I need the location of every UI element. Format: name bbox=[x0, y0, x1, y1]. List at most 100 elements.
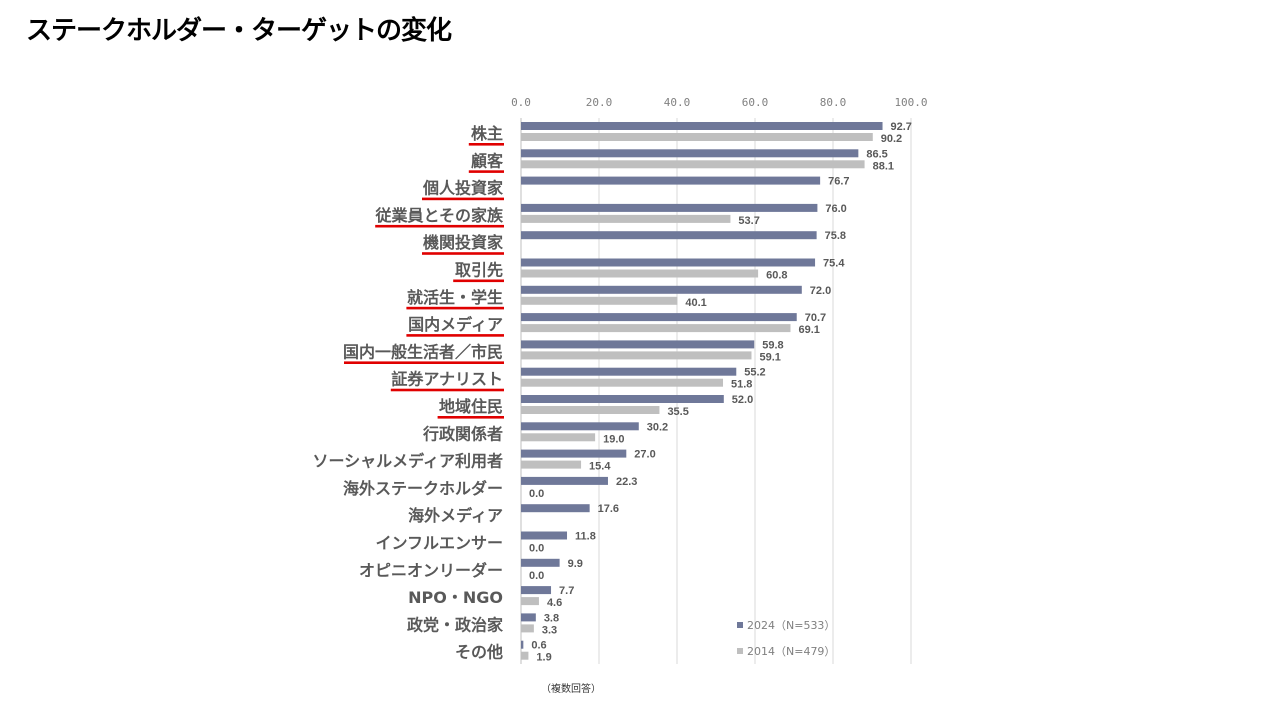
bar-2024 bbox=[521, 558, 560, 567]
data-label-2024: 55.2 bbox=[744, 367, 765, 379]
bar-2024 bbox=[521, 395, 724, 403]
highlight-underline bbox=[406, 306, 504, 310]
legend-label: 2024（N=533） bbox=[747, 619, 835, 632]
bar-2024 bbox=[521, 476, 608, 485]
highlight-underline bbox=[406, 334, 504, 337]
data-label-2024: 86.5 bbox=[866, 148, 887, 160]
bar-2024 bbox=[521, 313, 797, 322]
bar-2024 bbox=[521, 176, 821, 185]
data-label-2014: 1.9 bbox=[536, 652, 551, 664]
bar-2014 bbox=[521, 624, 534, 633]
data-label-2024: 3.8 bbox=[544, 612, 559, 624]
x-tick-label: 40.0 bbox=[664, 96, 691, 109]
category-label: その他 bbox=[455, 643, 503, 662]
category-label: 証券アナリスト bbox=[391, 370, 503, 389]
bar-2024 bbox=[521, 203, 818, 212]
data-label-2014: 90.2 bbox=[881, 133, 902, 145]
highlight-underline bbox=[437, 416, 504, 419]
data-label-2014: 0.0 bbox=[529, 543, 544, 555]
data-label-2024: 70.7 bbox=[805, 312, 826, 324]
data-label-2014: 4.6 bbox=[547, 597, 562, 609]
bar-2014 bbox=[521, 324, 791, 333]
category-label: 行政関係者 bbox=[422, 424, 503, 443]
highlight-underline bbox=[375, 224, 504, 228]
category-label: 国内メディア bbox=[408, 315, 503, 334]
data-label-2014: 88.1 bbox=[873, 160, 894, 172]
data-label-2014: 15.4 bbox=[589, 461, 611, 473]
bar-2014 bbox=[521, 296, 678, 305]
bar-2024 bbox=[521, 504, 590, 513]
bar-2024 bbox=[521, 531, 568, 540]
category-label: ソーシャルメディア利用者 bbox=[312, 452, 503, 471]
category-label: 個人投資家 bbox=[422, 179, 504, 198]
data-label-2024: 92.7 bbox=[891, 121, 912, 133]
bar-2024 bbox=[521, 258, 816, 267]
highlight-underline bbox=[453, 279, 504, 283]
category-label: 政党・政治家 bbox=[407, 615, 504, 634]
category-label: 機関投資家 bbox=[423, 233, 504, 252]
data-label-2024: 0.6 bbox=[531, 640, 546, 652]
bar-2024 bbox=[521, 122, 883, 130]
category-label: 国内一般生活者／市民 bbox=[343, 342, 503, 361]
bar-2014 bbox=[521, 133, 873, 141]
legend-swatch bbox=[737, 648, 743, 654]
bar-2014 bbox=[521, 406, 660, 414]
data-label-2024: 76.7 bbox=[828, 176, 849, 188]
bar-2024 bbox=[521, 367, 737, 376]
highlight-underline bbox=[422, 197, 504, 201]
bar-2014 bbox=[521, 651, 529, 660]
highlight-underline bbox=[468, 170, 504, 173]
data-label-2014: 19.0 bbox=[603, 433, 624, 445]
multiple-answer-note: （複数回答） bbox=[541, 684, 601, 695]
highlight-underline bbox=[344, 361, 504, 364]
data-label-2024: 52.0 bbox=[732, 394, 753, 406]
bar-2014 bbox=[521, 433, 596, 442]
bar-2024 bbox=[521, 422, 639, 431]
bar-2024 bbox=[521, 613, 536, 622]
data-label-2024: 27.0 bbox=[634, 449, 655, 461]
category-label: 地域住民 bbox=[439, 397, 503, 416]
page-title: ステークホルダー・ターゲットの変化 bbox=[26, 16, 452, 46]
category-label: 取引先 bbox=[455, 261, 503, 280]
data-label-2024: 17.6 bbox=[598, 503, 619, 515]
data-label-2014: 3.3 bbox=[542, 624, 557, 636]
category-label: 顧客 bbox=[471, 151, 504, 170]
bar-2024 bbox=[521, 231, 817, 240]
legend-label: 2014（N=479） bbox=[747, 645, 835, 658]
x-tick-label: 0.0 bbox=[511, 96, 531, 109]
x-tick-label: 100.0 bbox=[894, 96, 927, 109]
highlight-underline bbox=[422, 252, 504, 255]
category-label: 海外メディア bbox=[408, 506, 503, 525]
data-label-2014: 0.0 bbox=[529, 570, 544, 582]
bar-2014 bbox=[521, 460, 582, 469]
data-label-2024: 30.2 bbox=[647, 421, 668, 433]
x-tick-label: 80.0 bbox=[820, 96, 847, 109]
data-label-2024: 72.0 bbox=[810, 285, 831, 297]
data-label-2024: 11.8 bbox=[575, 531, 596, 543]
data-label-2014: 40.1 bbox=[685, 297, 706, 309]
bar-2024 bbox=[521, 586, 552, 595]
category-label: 株主 bbox=[471, 124, 503, 143]
data-label-2014: 69.1 bbox=[798, 324, 819, 336]
data-label-2024: 22.3 bbox=[616, 476, 637, 488]
bar-2024 bbox=[521, 640, 524, 649]
bar-2024 bbox=[521, 449, 627, 458]
data-label-2024: 59.8 bbox=[762, 339, 783, 351]
category-label: インフルエンサー bbox=[375, 534, 503, 553]
data-label-2014: 59.1 bbox=[759, 351, 780, 363]
category-label: 従業員とその家族 bbox=[374, 206, 504, 225]
data-label-2014: 53.7 bbox=[738, 215, 759, 227]
data-label-2024: 76.0 bbox=[825, 203, 846, 215]
data-label-2024: 75.4 bbox=[823, 258, 845, 270]
bar-2014 bbox=[521, 214, 731, 223]
bar-2014 bbox=[521, 160, 865, 169]
data-label-2014: 0.0 bbox=[529, 488, 544, 500]
bar-2014 bbox=[521, 269, 759, 278]
bar-2024 bbox=[521, 285, 802, 294]
bar-2024 bbox=[521, 149, 859, 158]
legend-swatch bbox=[737, 622, 743, 628]
highlight-underline bbox=[468, 143, 504, 146]
bar-2014 bbox=[521, 378, 724, 387]
data-label-2014: 35.5 bbox=[667, 406, 688, 418]
